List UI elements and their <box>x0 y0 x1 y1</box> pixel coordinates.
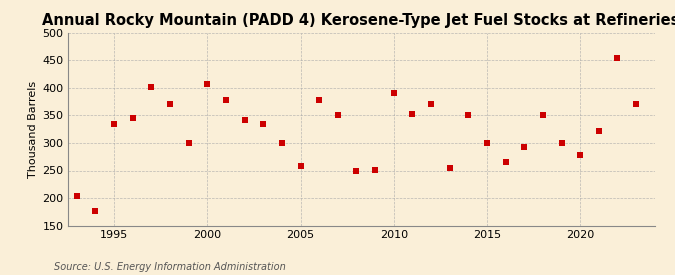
Point <box>426 102 437 107</box>
Point <box>556 141 567 145</box>
Point <box>481 141 492 145</box>
Point <box>630 102 641 107</box>
Point <box>388 91 399 96</box>
Point <box>295 164 306 168</box>
Point <box>72 194 82 198</box>
Point <box>537 113 548 118</box>
Point <box>221 98 232 102</box>
Point <box>612 56 623 60</box>
Point <box>128 116 138 120</box>
Point <box>109 122 119 126</box>
Point <box>351 168 362 173</box>
Point <box>463 113 474 118</box>
Point <box>500 160 511 164</box>
Point <box>184 141 194 145</box>
Point <box>370 168 381 172</box>
Title: Annual Rocky Mountain (PADD 4) Kerosene-Type Jet Fuel Stocks at Refineries: Annual Rocky Mountain (PADD 4) Kerosene-… <box>43 13 675 28</box>
Point <box>407 112 418 117</box>
Point <box>258 122 269 126</box>
Point <box>165 102 176 107</box>
Point <box>575 152 586 157</box>
Point <box>519 145 530 150</box>
Point <box>146 85 157 89</box>
Point <box>314 98 325 102</box>
Point <box>277 141 288 145</box>
Point <box>332 113 343 118</box>
Point <box>444 166 455 170</box>
Point <box>202 82 213 86</box>
Point <box>593 129 604 134</box>
Point <box>90 208 101 213</box>
Text: Source: U.S. Energy Information Administration: Source: U.S. Energy Information Administ… <box>54 262 286 272</box>
Point <box>239 118 250 122</box>
Y-axis label: Thousand Barrels: Thousand Barrels <box>28 81 38 178</box>
